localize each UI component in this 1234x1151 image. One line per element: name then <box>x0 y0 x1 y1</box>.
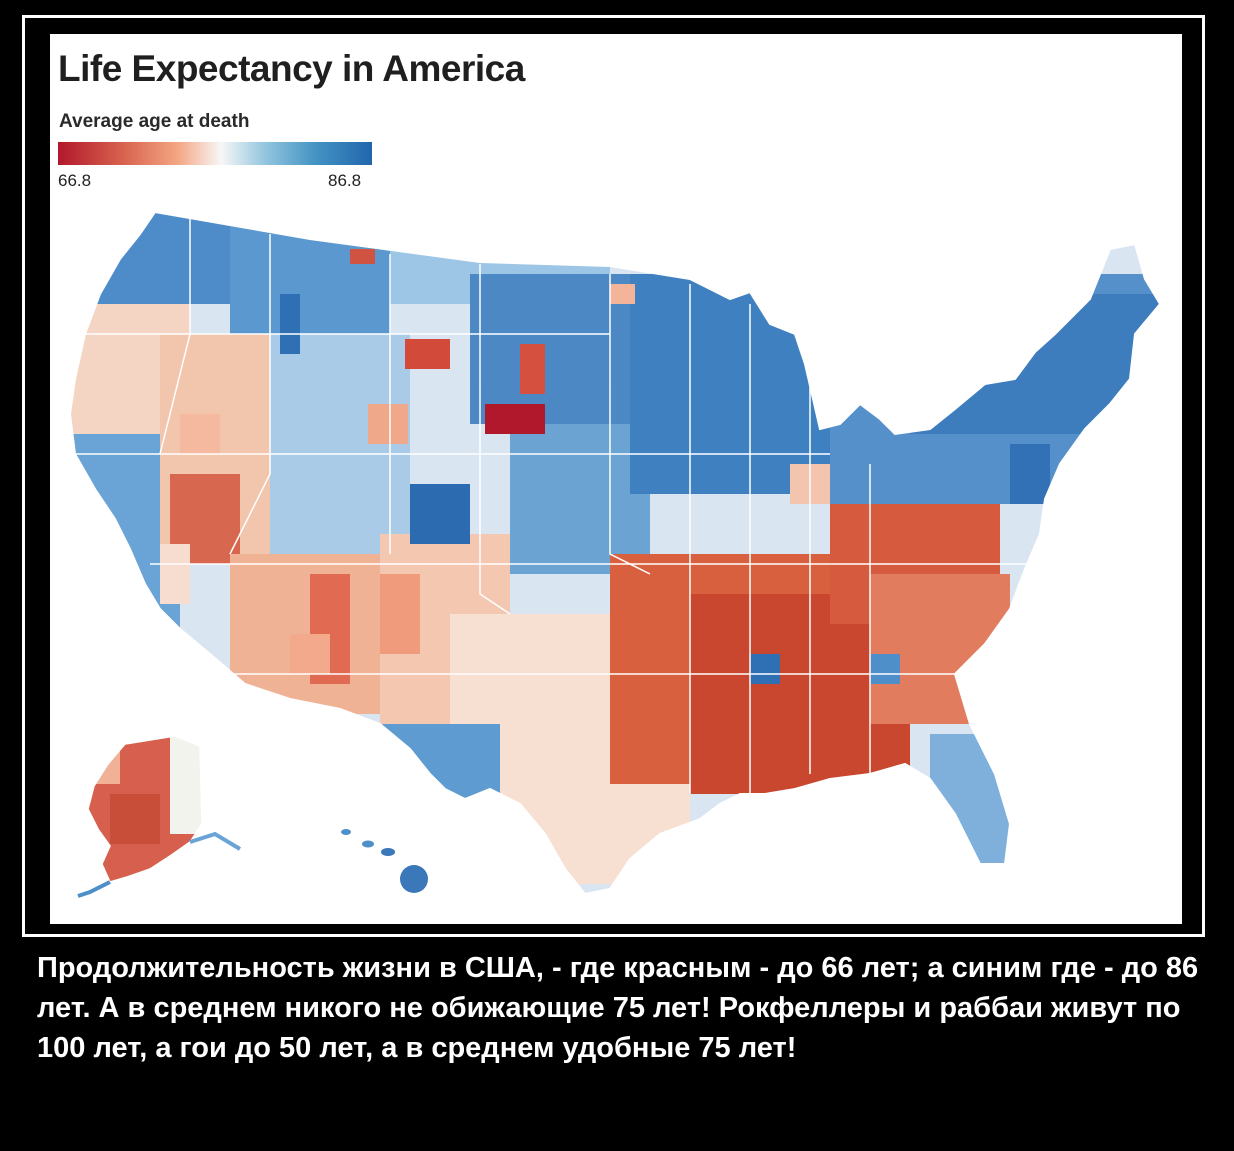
legend-title: Average age at death <box>59 111 250 132</box>
legend-min-value: 66.8 <box>58 171 92 190</box>
map-panel: Life Expectancy in America Average age a… <box>50 34 1182 924</box>
legend-gradient-bar <box>58 142 372 165</box>
hawaii <box>341 829 428 893</box>
county-accents <box>160 249 1050 684</box>
us-map <box>58 142 1161 898</box>
state-borders <box>70 212 1050 794</box>
legend-max-value: 86.8 <box>328 171 362 190</box>
alaska <box>77 735 242 898</box>
contiguous-us <box>69 211 1161 895</box>
outer-frame <box>22 15 1205 937</box>
map-title: Life Expectancy in America <box>58 48 525 89</box>
caption-text: Продолжительность жизни в США, - где кра… <box>37 952 1199 1064</box>
